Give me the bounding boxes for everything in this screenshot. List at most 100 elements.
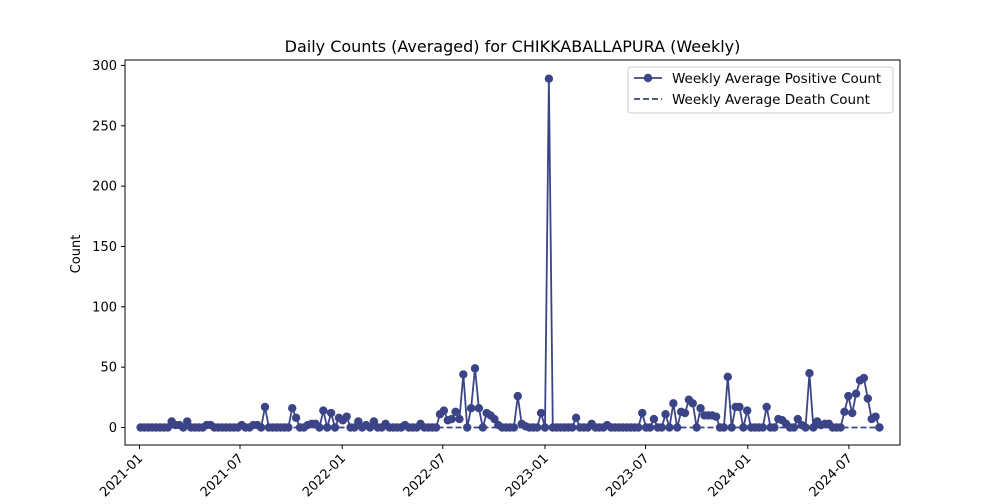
data-point-positive [319,406,328,415]
data-point-positive [840,407,849,417]
data-point-positive [323,423,332,432]
data-point-positive [836,423,845,432]
x-tick-label: 2024-01 [706,451,755,500]
data-point-positive [291,413,301,423]
data-point-positive [354,417,363,426]
data-point-positive [431,423,441,432]
data-point-positive [801,423,810,432]
data-point-positive [463,423,472,432]
data-point-positive [680,408,690,418]
data-point-positive [571,413,581,423]
data-point-positive [260,402,270,412]
data-point-positive [638,408,647,418]
data-point-positive [789,423,799,432]
data-point-positive [673,423,682,432]
data-point-positive [315,423,324,432]
data-point-positive [851,389,861,398]
x-tick-label: 2021-01 [97,451,146,500]
axes-frame [124,59,901,446]
y-tick-label: 50 [100,361,117,376]
x-tick-label: 2024-07 [807,451,856,500]
data-point-positive [735,402,744,412]
data-point-positive [875,423,884,432]
y-tick-label: 200 [92,180,117,195]
axes: 0 50 100 150 200 250 300 2021-01 2021-07 2022-01 2… [92,59,901,500]
data-point-positive [661,410,670,419]
data-point-positive [288,403,297,413]
data-point-positive [758,423,767,432]
legend-marker-positive [643,73,653,83]
data-point-positive [447,414,456,424]
data-point-positive [844,391,853,401]
data-point-positive [645,423,655,432]
data-point-positive [634,423,643,432]
data-point-positive [365,423,375,432]
legend: Weekly Average Positive Count Weekly Aver… [627,66,894,114]
series-line-positive [140,78,881,431]
data-point-positive [848,408,857,418]
data-point-positive [342,412,351,421]
y-tick-label: 250 [92,119,117,134]
data-point-positive [330,423,340,432]
x-tick-label: 2022-01 [300,451,349,500]
plot-area [136,74,884,432]
legend-label-death: Weekly Average Death Count [672,92,870,108]
data-point-positive [256,423,266,432]
data-point-positive [284,423,293,432]
y-tick-label: 300 [92,59,117,74]
data-point-positive [533,423,542,432]
data-point-positive [696,403,705,413]
data-point-positive [369,417,379,426]
data-point-positive [474,403,484,413]
data-point-positive [739,423,748,432]
data-point-positive [470,364,480,373]
legend-label-positive: Weekly Average Positive Count [672,71,881,87]
x-tick-label: 2022-07 [401,451,450,500]
data-point-positive [863,394,872,403]
y-tick-label: 150 [92,240,117,255]
data-point-positive [711,412,721,421]
data-point-positive [809,423,818,432]
y-tick-label: 100 [92,300,117,315]
legend-box [627,66,894,114]
data-point-positive [350,423,359,432]
data-point-positive [669,399,678,408]
data-point-positive [513,391,522,401]
chart-title: Daily Counts (Averaged) for CHIKKABALLAP… [285,37,741,56]
data-point-positive [183,417,192,426]
data-point-positive [439,406,449,415]
data-point-positive [743,406,752,415]
data-point-positive [568,423,577,432]
data-point-positive [490,414,499,424]
data-point-positive [509,423,519,432]
data-point-positive [451,407,460,417]
data-point-positive [805,368,814,378]
data-point-positive [459,370,468,379]
data-point-positive [455,414,464,424]
data-point-positive [871,412,880,421]
x-tick-label: 2023-07 [603,451,652,500]
data-point-positive [326,408,336,418]
x-tick-label: 2021-07 [198,451,247,500]
data-point-positive [163,423,172,432]
data-point-positive [540,423,550,432]
y-axis-label: Count [69,235,84,274]
data-point-positive [793,414,802,424]
data-point-positive [466,403,476,413]
data-point-positive [536,408,546,418]
data-point-positive [649,414,659,424]
data-point-positive [719,423,729,432]
data-point-positive [770,423,779,432]
data-point-positive [723,372,732,382]
y-tick-label: 0 [109,421,117,436]
data-point-positive [727,423,736,432]
data-point-positive [688,399,697,408]
data-point-positive [544,74,554,83]
data-point-positive [657,423,666,432]
data-point-positive [692,423,701,432]
data-point-positive [762,402,771,412]
data-point-positive [665,423,674,432]
data-point-positive [179,423,188,432]
